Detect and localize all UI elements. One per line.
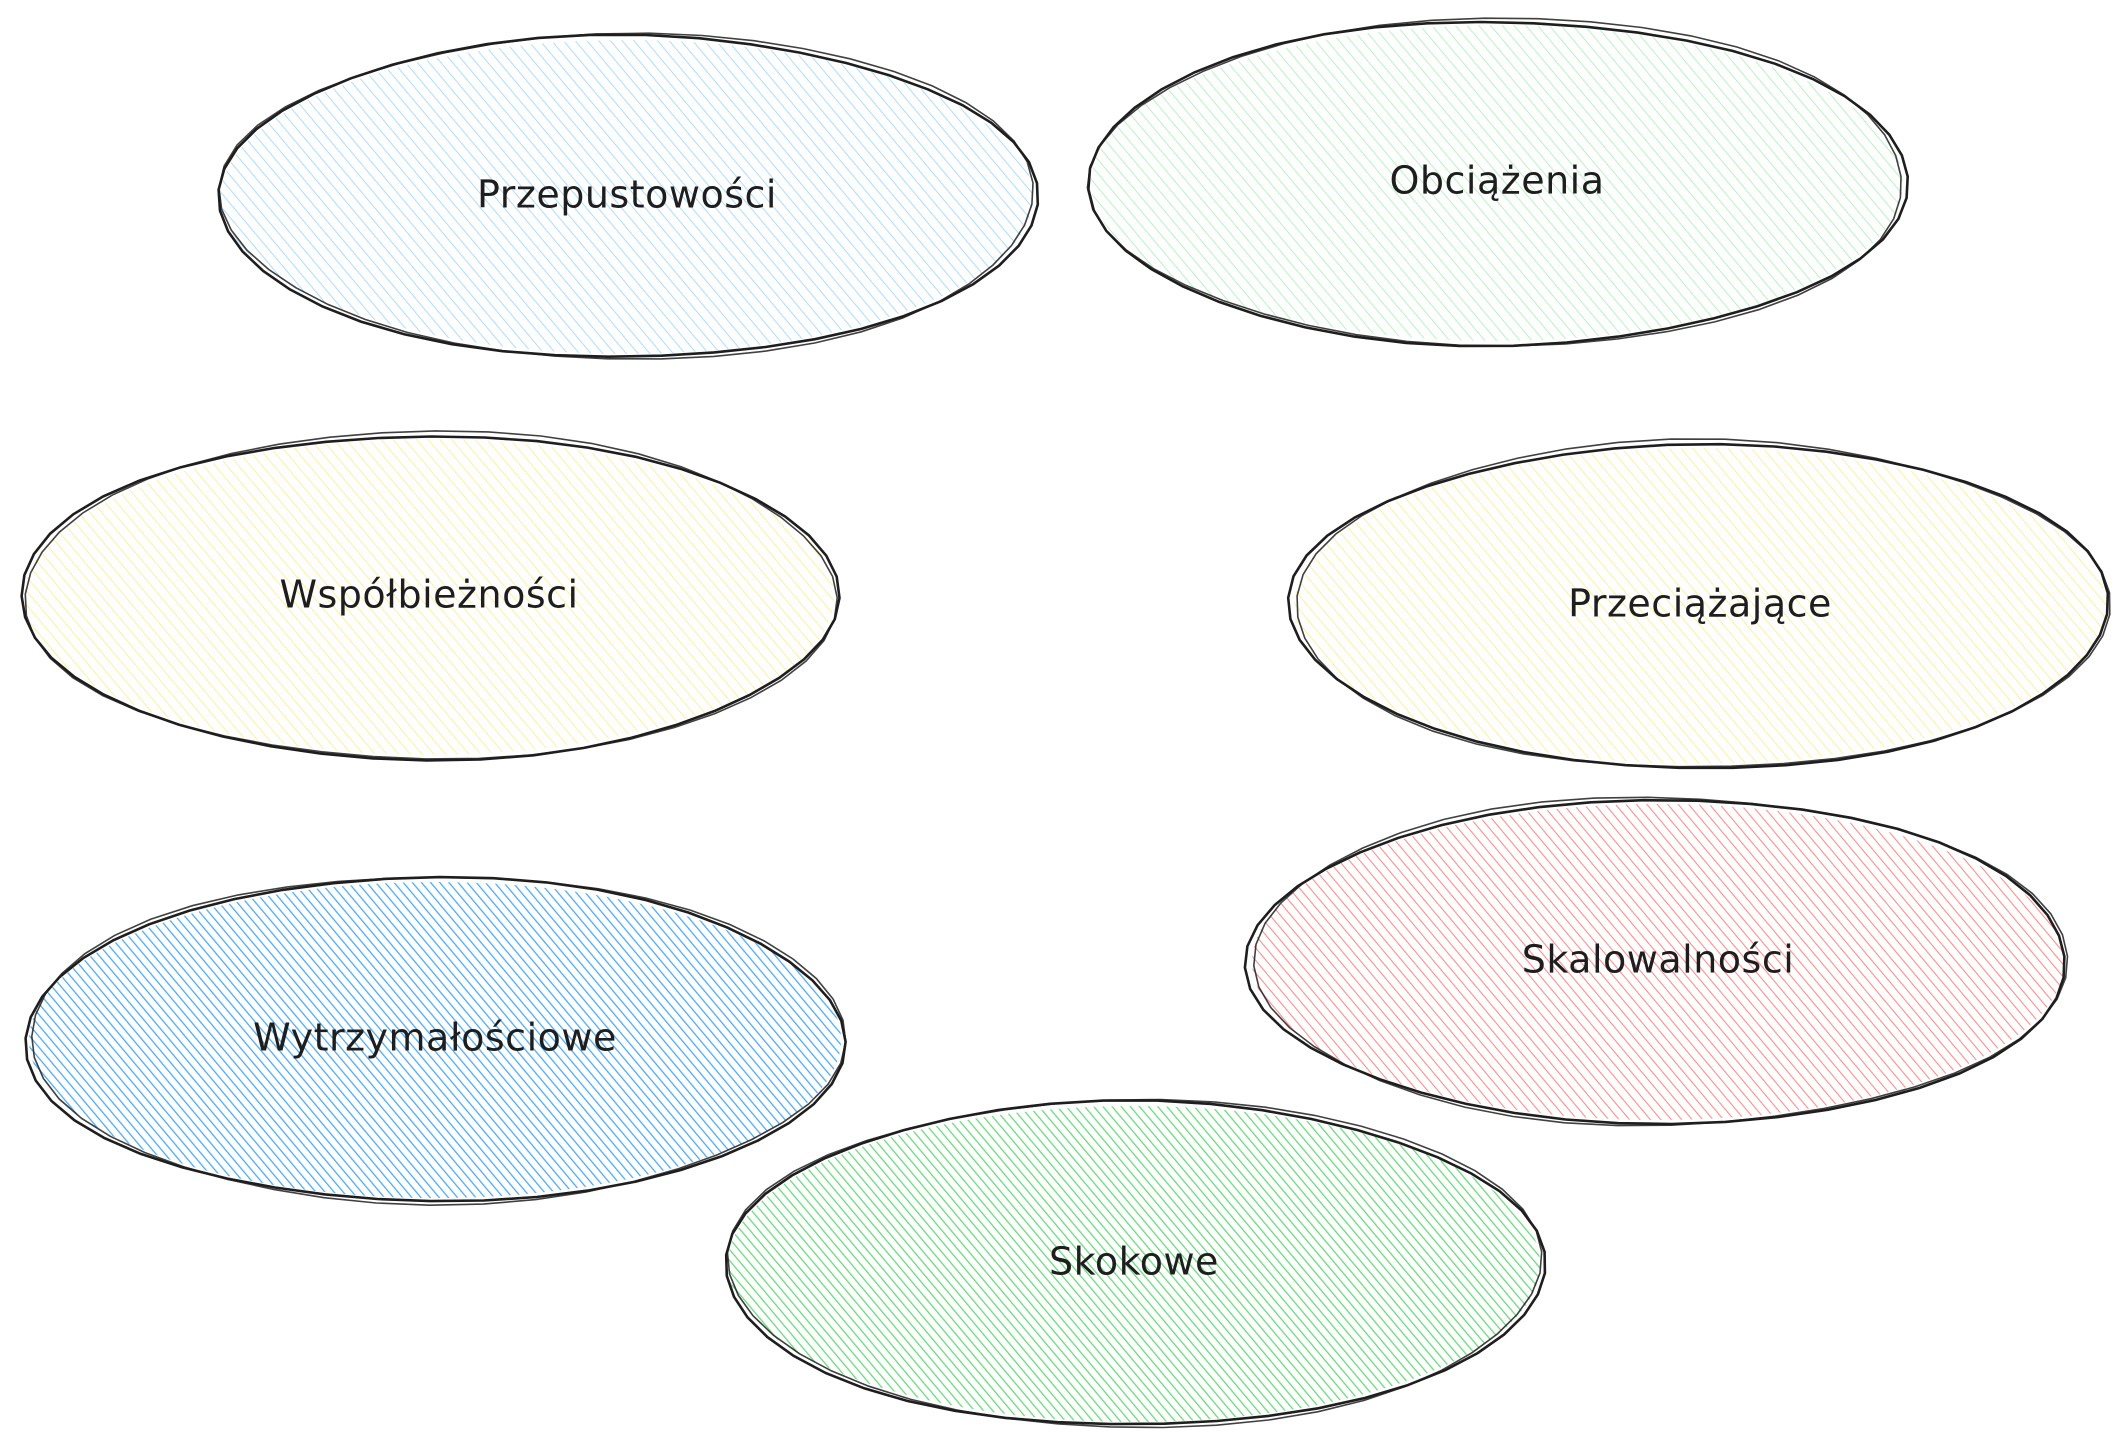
ellipse-outline xyxy=(24,430,839,760)
ellipse-node-wytrzymalosciowe[interactable]: Wytrzymałościowe xyxy=(24,875,847,1207)
ellipse-fill xyxy=(221,40,1033,354)
ellipse-fill xyxy=(728,1106,1540,1422)
ellipse-outline xyxy=(20,435,841,762)
ellipse-outline xyxy=(1086,17,1902,347)
ellipse-fill xyxy=(24,439,834,755)
ellipse-node-skalowalnosci[interactable]: Skalowalności xyxy=(1243,796,2069,1127)
ellipse-fill xyxy=(1294,448,2106,764)
node-label: Przepustowości xyxy=(477,173,777,217)
node-label: Obciążenia xyxy=(1389,159,1604,203)
ellipse-node-wspolbieznosci[interactable]: Współbieżności xyxy=(20,430,841,762)
node-label: Przeciążające xyxy=(1568,582,1832,626)
ellipse-outline xyxy=(1296,438,2111,768)
ellipse-outline xyxy=(726,1098,1543,1429)
ellipse-node-przepustowosci[interactable]: Przepustowości xyxy=(217,32,1040,360)
ellipse-outline xyxy=(218,32,1034,360)
ellipse-node-przeciazajace[interactable]: Przeciążające xyxy=(1286,438,2111,770)
ellipse-outline xyxy=(1087,20,1910,348)
ellipse-node-skokowe[interactable]: Skokowe xyxy=(724,1098,1547,1429)
ellipse-fill xyxy=(1091,25,1903,341)
ellipse-outline xyxy=(1252,796,2069,1127)
ellipse-outline xyxy=(30,876,847,1207)
ellipse-fill xyxy=(29,882,841,1198)
node-label: Skalowalności xyxy=(1522,938,1795,982)
node-label: Współbieżności xyxy=(279,573,578,617)
ellipse-fill xyxy=(1252,804,2064,1120)
ellipse-node-obciazenia[interactable]: Obciążenia xyxy=(1086,17,1910,348)
node-label: Skokowe xyxy=(1049,1240,1219,1284)
ellipse-outline xyxy=(1243,798,2066,1126)
node-label: Wytrzymałościowe xyxy=(253,1016,617,1060)
